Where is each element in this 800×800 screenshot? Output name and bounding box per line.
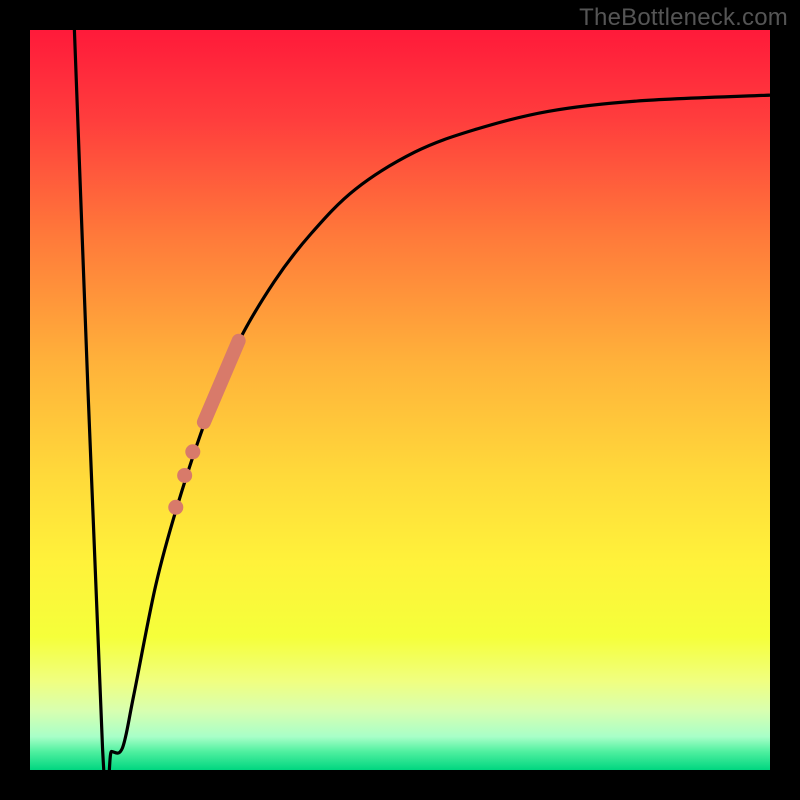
highlight-dot (185, 444, 200, 459)
chart-container: TheBottleneck.com (0, 0, 800, 800)
bottleneck-chart (0, 0, 800, 800)
highlight-dot (177, 468, 192, 483)
watermark-text: TheBottleneck.com (579, 4, 788, 32)
highlight-dot (168, 500, 183, 515)
